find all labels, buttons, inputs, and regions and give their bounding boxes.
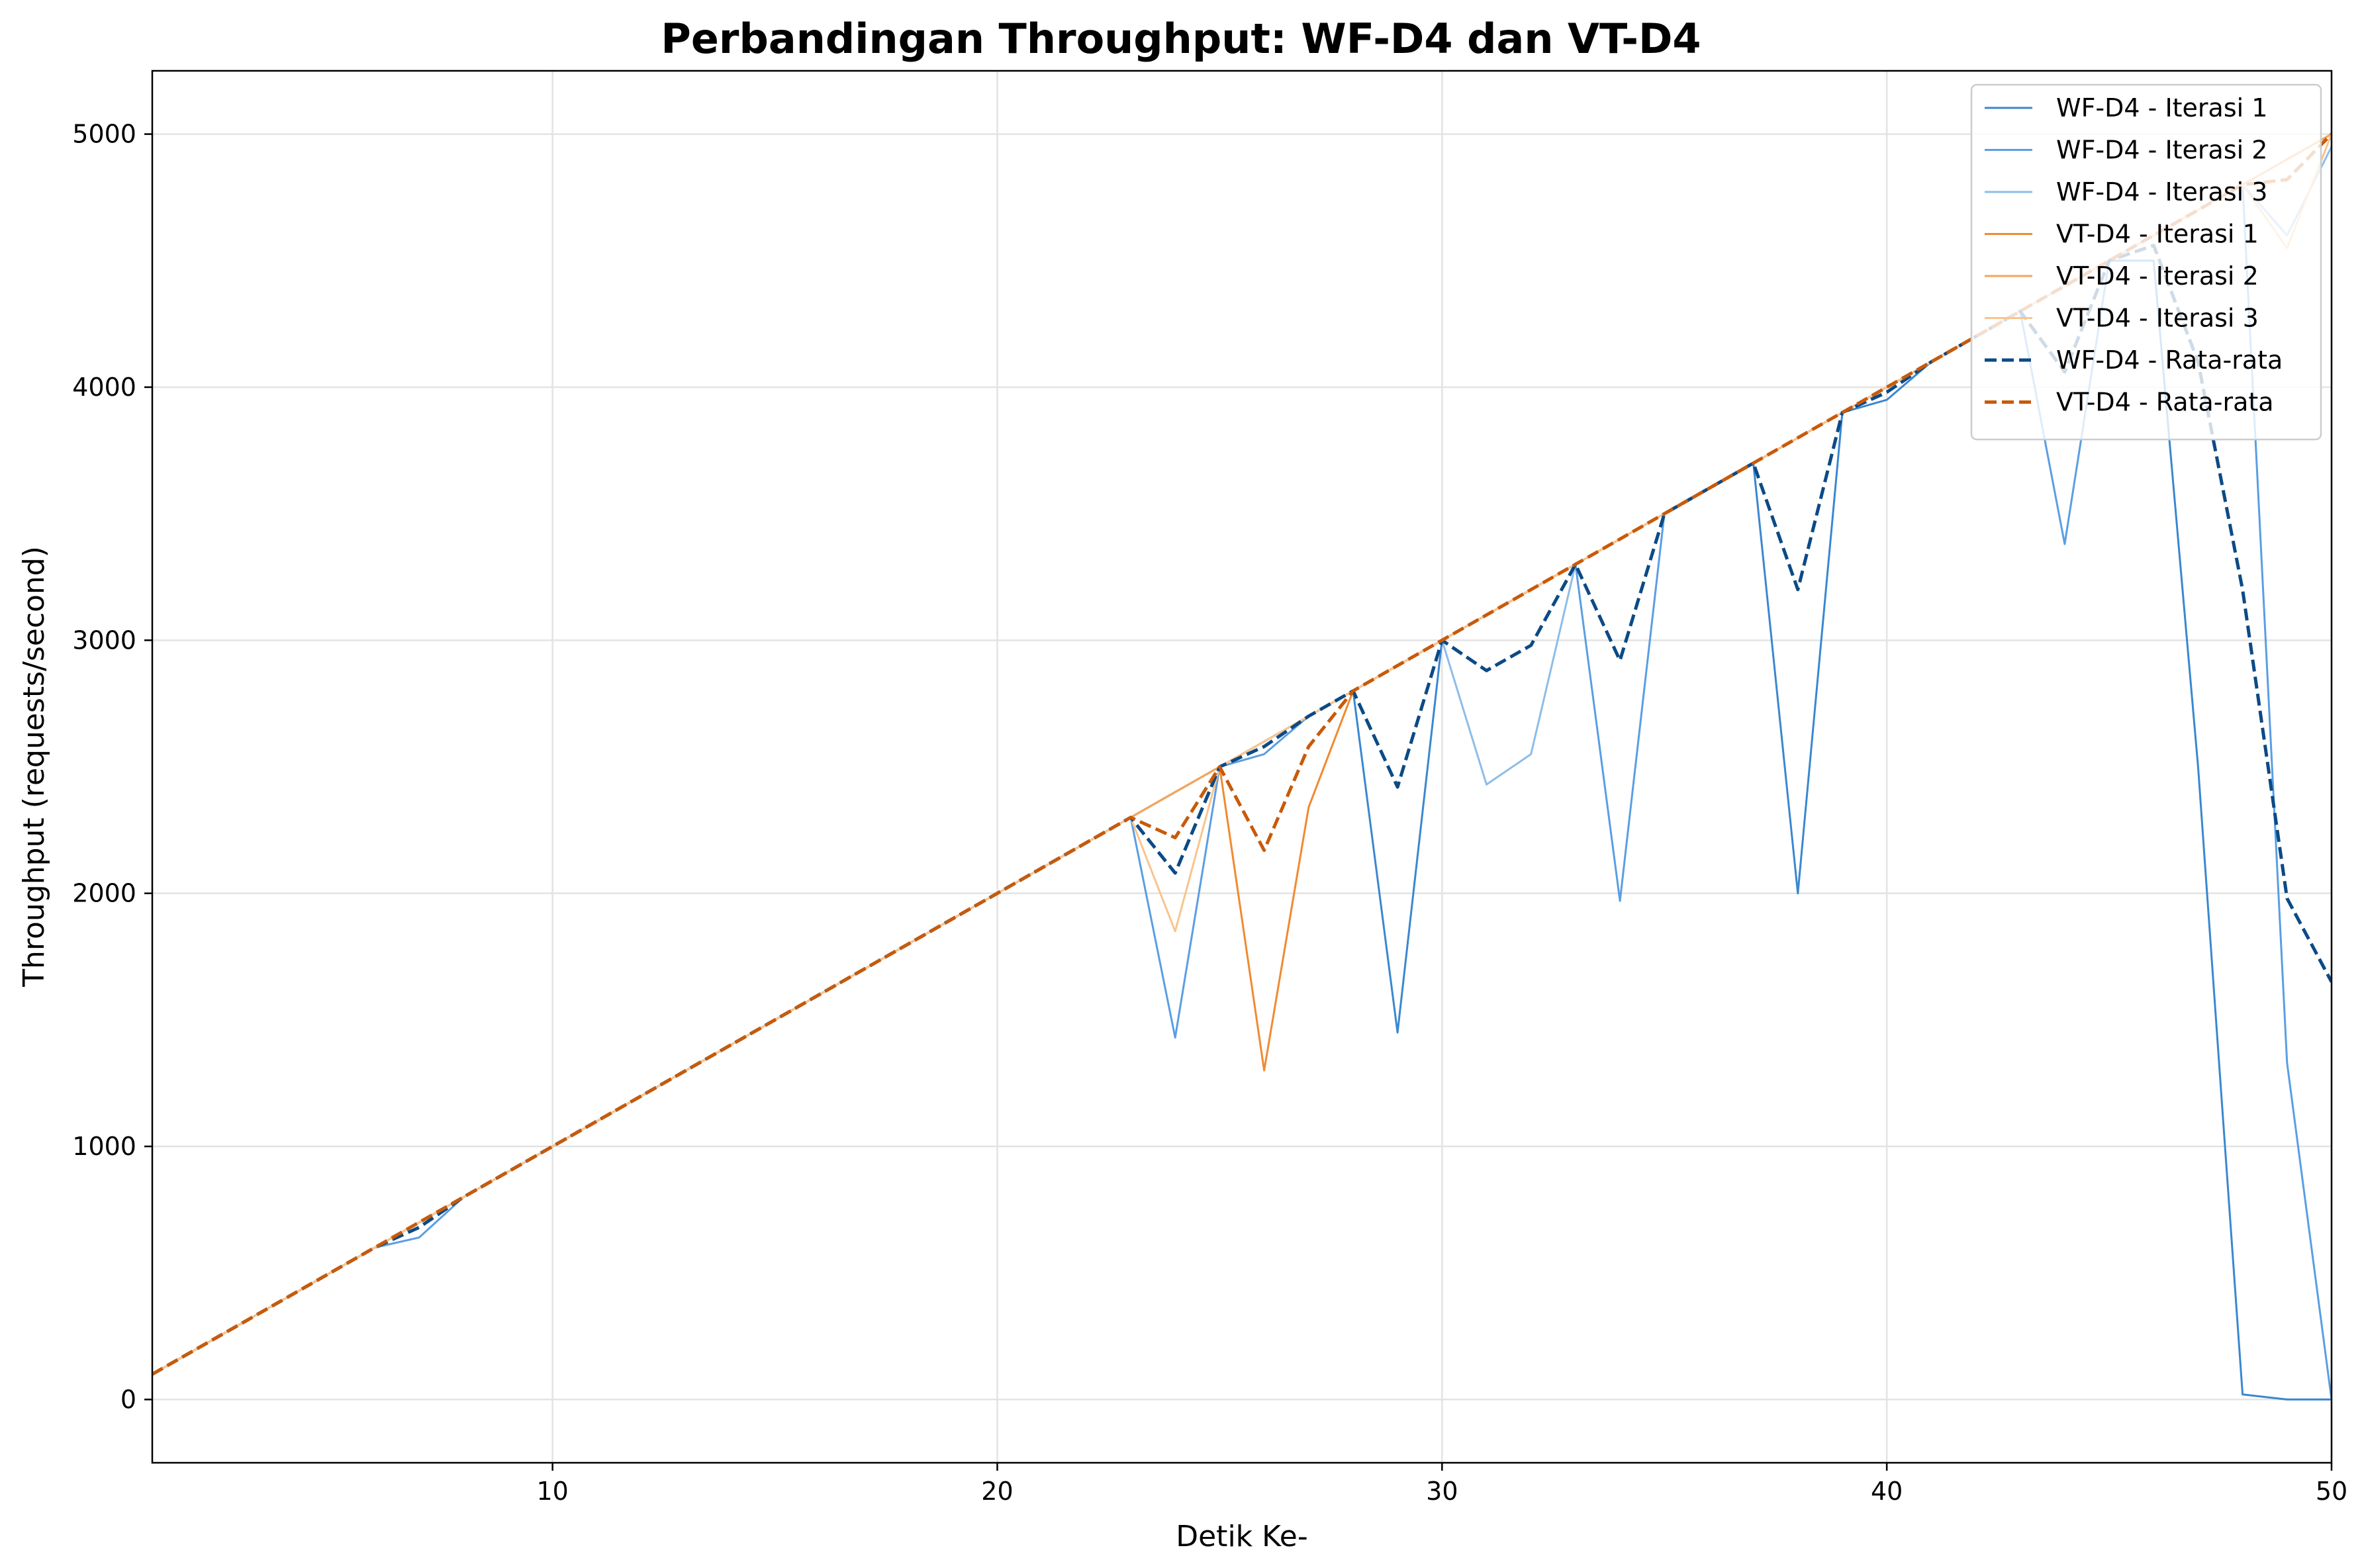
tick-layer: 10 20 30 40 50 0 1000 2000 3000 4000 5000 <box>72 120 2347 1506</box>
series-line-vt-d4-rata-rata <box>152 132 2332 1376</box>
y-tick-label: 4000 <box>72 373 136 402</box>
legend-label: WF-D4 - Iterasi 3 <box>2056 177 2267 207</box>
y-tick-label: 1000 <box>72 1132 136 1161</box>
grid-layer <box>152 71 2333 1463</box>
x-axis-label: Detik Ke- <box>1176 1520 1308 1553</box>
y-tick-label: 3000 <box>72 625 136 655</box>
y-tick-label: 5000 <box>72 120 136 149</box>
legend-label: WF-D4 - Iterasi 2 <box>2056 136 2267 165</box>
legend-label: VT-D4 - Iterasi 3 <box>2056 304 2259 333</box>
legend-box <box>1970 83 2322 441</box>
chart-title: Perbandingan Throughput: WF-D4 dan VT-D4 <box>661 15 1701 63</box>
x-tick-label: 50 <box>2316 1477 2347 1506</box>
y-axis-label: Throughput (requests/second) <box>17 546 51 988</box>
y-tick-label: 2000 <box>72 879 136 908</box>
legend-label: WF-D4 - Rata-rata <box>2056 346 2283 375</box>
legend-label: VT-D4 - Iterasi 1 <box>2056 220 2259 249</box>
legend: WF-D4 - Iterasi 1 WF-D4 - Iterasi 2 WF-D4 … <box>1970 83 2322 441</box>
x-tick-label: 40 <box>1871 1477 1903 1506</box>
legend-label: VT-D4 - Rata-rata <box>2056 388 2274 417</box>
legend-label: VT-D4 - Iterasi 2 <box>2056 261 2259 291</box>
legend-label: WF-D4 - Iterasi 1 <box>2056 93 2267 122</box>
series-layer <box>152 132 2332 1401</box>
plot-frame <box>151 69 2333 1464</box>
x-tick-label: 20 <box>981 1477 1013 1506</box>
y-tick-label: 0 <box>120 1385 136 1414</box>
x-tick-label: 10 <box>536 1477 568 1506</box>
x-tick-label: 30 <box>1426 1477 1458 1506</box>
